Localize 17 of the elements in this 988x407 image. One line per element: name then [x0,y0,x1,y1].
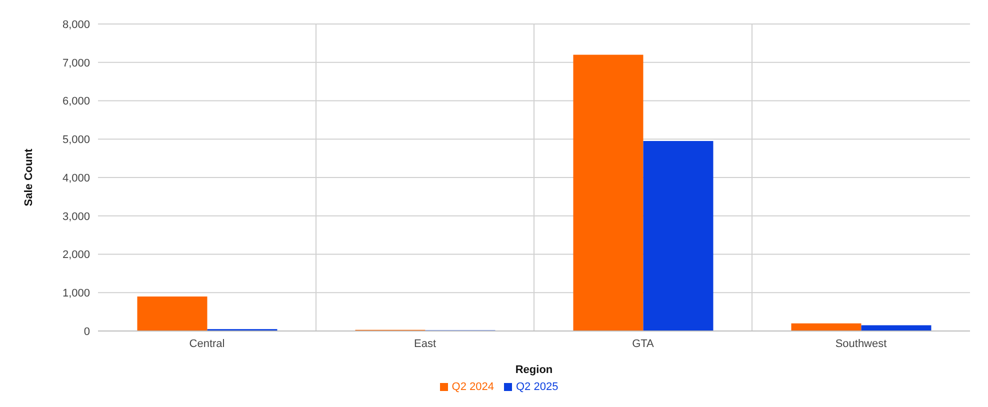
y-tick-label: 7,000 [62,57,90,70]
y-axis-title: Sale Count [22,148,35,206]
y-tick-label: 8,000 [62,18,90,31]
x-tick-label: Central [189,338,225,350]
y-tick-label: 1,000 [62,288,90,300]
x-tick-label: Southwest [835,338,887,350]
legend-label: Q2 2024 [452,381,494,393]
y-tick-label: 3,000 [62,210,90,223]
x-tick-label: GTA [632,338,655,350]
y-tick-label: 0 [84,326,90,338]
legend-label: Q2 2025 [516,381,558,393]
x-tick-label: East [414,338,436,350]
y-tick-label: 2,000 [62,249,90,262]
y-tick-label: 6,000 [62,96,90,108]
y-tick-label: 5,000 [62,134,90,146]
x-axis-title: Region [515,364,553,376]
y-tick-label: 4,000 [62,172,90,184]
